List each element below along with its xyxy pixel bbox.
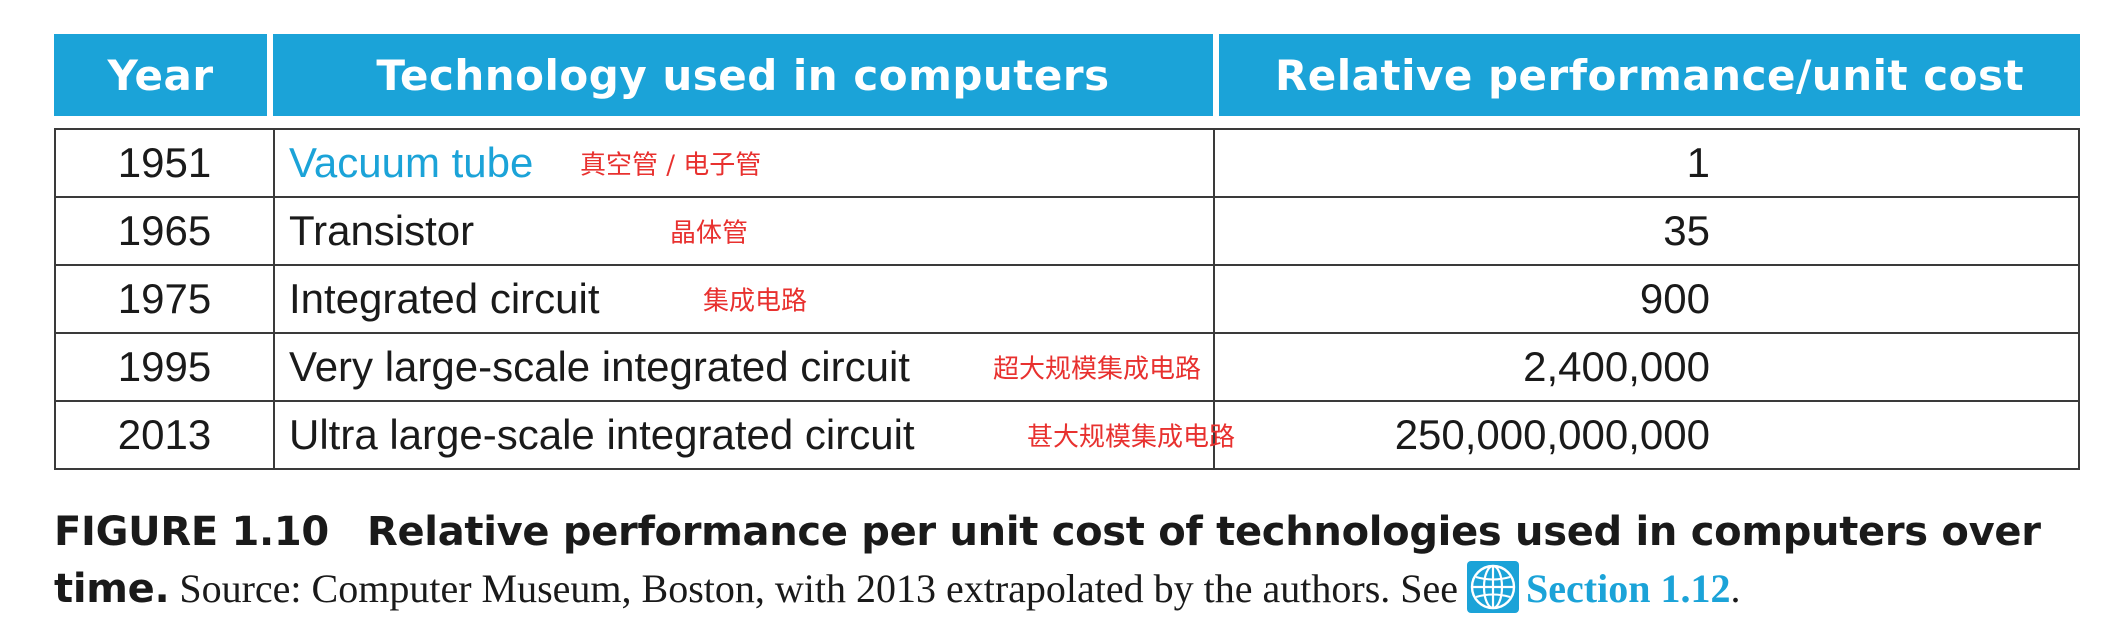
table-row: 1975 Integrated circuit 集成电路 900 bbox=[56, 266, 2078, 334]
technology-cell: Ultra large-scale integrated circuit 甚大规… bbox=[275, 402, 1235, 468]
technology-cell: Transistor 晶体管 bbox=[275, 198, 1215, 264]
handwritten-note: 真空管 / 电子管 bbox=[580, 150, 762, 181]
handwritten-note: 超大规模集成电路 bbox=[993, 354, 1202, 385]
globe-icon[interactable] bbox=[1466, 560, 1520, 614]
technology-name-link[interactable]: Vacuum tube bbox=[289, 139, 534, 186]
technology-performance-table: Year Technology used in computers Relati… bbox=[54, 34, 2080, 470]
header-year: Year bbox=[54, 34, 267, 116]
header-technology: Technology used in computers bbox=[273, 34, 1213, 116]
table-header-row: Year Technology used in computers Relati… bbox=[54, 34, 2080, 116]
table-row: 1965 Transistor 晶体管 35 bbox=[56, 198, 2078, 266]
caption-end: . bbox=[1730, 566, 1741, 611]
technology-name: Very large-scale integrated circuit bbox=[289, 343, 910, 390]
figure-title: Relative performance per unit cost of te… bbox=[54, 509, 2041, 612]
technology-cell: Vacuum tube 真空管 / 电子管 bbox=[275, 130, 1215, 196]
section-link[interactable]: Section 1.12 bbox=[1526, 566, 1731, 611]
table-row: 1995 Very large-scale integrated circuit… bbox=[56, 334, 2078, 402]
header-performance: Relative performance/unit cost bbox=[1219, 34, 2080, 116]
year-cell: 1975 bbox=[56, 266, 275, 332]
technology-name: Ultra large-scale integrated circuit bbox=[289, 411, 915, 458]
technology-name: Transistor bbox=[289, 207, 475, 254]
technology-cell: Very large-scale integrated circuit 超大规模… bbox=[275, 334, 1215, 400]
performance-cell: 250,000,000,000 bbox=[1394, 411, 1710, 458]
handwritten-note: 晶体管 bbox=[670, 218, 749, 249]
performance-cell: 900 bbox=[1639, 275, 1710, 322]
figure-caption: FIGURE 1.10 Relative performance per unit… bbox=[54, 504, 2094, 617]
performance-cell: 2,400,000 bbox=[1523, 343, 1710, 390]
figure-source: Source: Computer Museum, Boston, with 20… bbox=[169, 566, 1459, 611]
technology-name: Integrated circuit bbox=[289, 275, 600, 322]
year-cell: 2013 bbox=[56, 402, 275, 468]
handwritten-note: 甚大规模集成电路 bbox=[1027, 422, 1236, 453]
year-cell: 1951 bbox=[56, 130, 275, 196]
table-body: 1951 Vacuum tube 真空管 / 电子管 1 1965 Transi… bbox=[54, 128, 2080, 470]
performance-cell: 1 bbox=[1686, 139, 1710, 186]
figure-label: FIGURE 1.10 bbox=[54, 509, 329, 555]
table-row: 2013 Ultra large-scale integrated circui… bbox=[56, 402, 2078, 468]
technology-cell: Integrated circuit 集成电路 bbox=[275, 266, 1215, 332]
year-cell: 1995 bbox=[56, 334, 275, 400]
table-row: 1951 Vacuum tube 真空管 / 电子管 1 bbox=[56, 130, 2078, 198]
performance-cell: 35 bbox=[1663, 207, 1710, 254]
handwritten-note: 集成电路 bbox=[703, 286, 808, 317]
year-cell: 1965 bbox=[56, 198, 275, 264]
